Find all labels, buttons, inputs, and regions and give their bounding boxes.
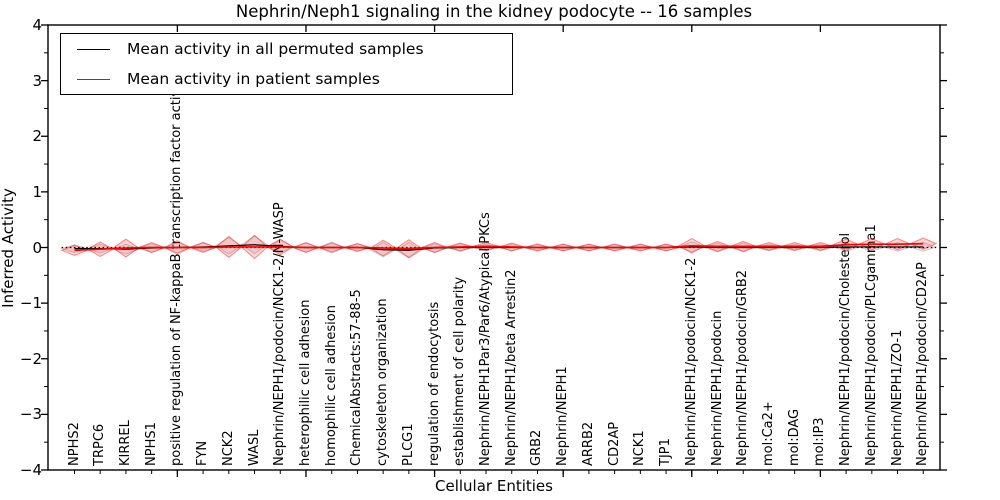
legend-label: Mean activity in all permuted samples	[127, 40, 424, 58]
legend-label: Mean activity in patient samples	[127, 70, 380, 88]
patient-mean-line	[74, 242, 924, 252]
legend-item-patient: Mean activity in patient samples	[61, 65, 512, 93]
y-tick-label: 0	[32, 238, 42, 257]
chart-title: Nephrin/Neph1 signaling in the kidney po…	[235, 2, 753, 21]
legend: Mean activity in all permuted samples Me…	[60, 33, 513, 95]
legend-item-permuted: Mean activity in all permuted samples	[61, 35, 512, 63]
y-tick-label: −4	[19, 461, 42, 479]
y-tick-label: 2	[32, 127, 42, 146]
permuted-line-swatch	[77, 48, 110, 50]
x-axis-label: Cellular Entities	[435, 477, 553, 495]
y-tick-label: 3	[32, 71, 42, 90]
y-tick-label: −3	[19, 405, 42, 424]
y-tick-label: −2	[19, 349, 42, 368]
y-tick-label: −1	[19, 294, 42, 313]
y-tick-label: 1	[32, 182, 42, 201]
patient-line-swatch	[77, 78, 110, 80]
y-tick-label: 4	[32, 16, 42, 34]
